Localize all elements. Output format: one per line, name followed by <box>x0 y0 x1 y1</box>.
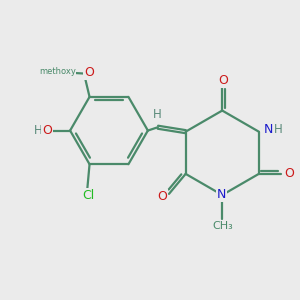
Text: O: O <box>157 190 167 203</box>
Text: N: N <box>217 188 226 201</box>
Text: methoxy: methoxy <box>39 67 76 76</box>
Text: CH₃: CH₃ <box>212 221 233 231</box>
Text: Cl: Cl <box>82 189 94 203</box>
Text: N: N <box>264 123 274 136</box>
Text: H: H <box>34 124 42 136</box>
Text: O: O <box>218 74 228 86</box>
Text: O: O <box>284 167 294 180</box>
Text: H: H <box>152 109 161 122</box>
Text: O: O <box>84 66 94 79</box>
Text: O: O <box>42 124 52 136</box>
Text: H: H <box>274 123 283 136</box>
